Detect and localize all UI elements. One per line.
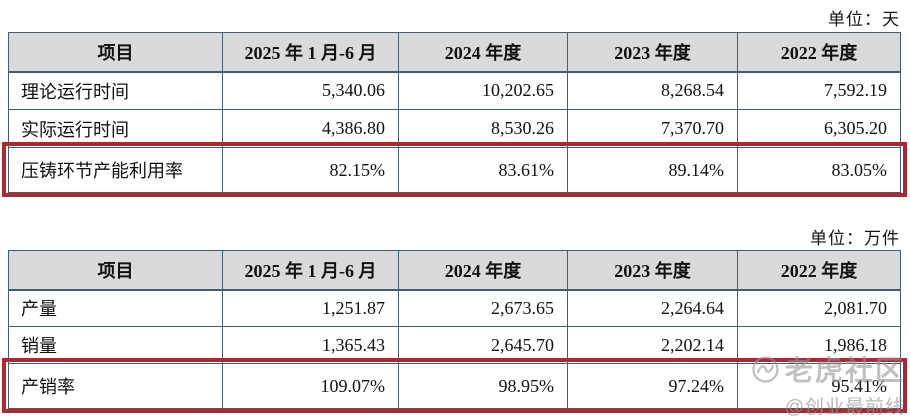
value-cell: 97.24% xyxy=(567,363,738,409)
row-label: 产销率 xyxy=(8,363,223,409)
value-cell: 98.95% xyxy=(398,363,568,409)
column-header-2022: 2022 年度 xyxy=(737,250,901,291)
value-cell: 83.05% xyxy=(737,147,901,193)
column-header-2023: 2023 年度 xyxy=(567,32,738,73)
value-cell: 2,202.14 xyxy=(567,326,738,364)
table-header-row: 项目 2025 年 1 月-6 月 2024 年度 2023 年度 2022 年… xyxy=(8,32,901,73)
row-label: 销量 xyxy=(8,326,223,364)
row-label: 产量 xyxy=(8,289,223,327)
row-label: 压铸环节产能利用率 xyxy=(8,147,223,193)
value-cell: 83.61% xyxy=(398,147,568,193)
value-cell: 109.07% xyxy=(222,363,399,409)
value-cell: 1,365.43 xyxy=(222,326,399,364)
value-cell: 2,081.70 xyxy=(737,289,901,327)
value-cell: 7,592.19 xyxy=(737,71,901,110)
table-row-actual-runtime: 实际运行时间 4,386.80 8,530.26 7,370.70 6,305.… xyxy=(8,109,901,148)
table-row-theoretical-runtime: 理论运行时间 5,340.06 10,202.65 8,268.54 7,592… xyxy=(8,71,901,110)
value-cell: 6,305.20 xyxy=(737,109,901,148)
value-cell: 2,264.64 xyxy=(567,289,738,327)
table-header-row: 项目 2025 年 1 月-6 月 2024 年度 2023 年度 2022 年… xyxy=(8,250,901,291)
value-cell: 82.15% xyxy=(222,147,399,193)
value-cell: 1,251.87 xyxy=(222,289,399,327)
value-cell: 7,370.70 xyxy=(567,109,738,148)
value-cell: 2,645.70 xyxy=(398,326,568,364)
table-row-production-volume: 产量 1,251.87 2,673.65 2,264.64 2,081.70 xyxy=(8,289,901,327)
column-header-2025h1: 2025 年 1 月-6 月 xyxy=(222,32,399,73)
column-header-item: 项目 xyxy=(8,250,223,291)
table-row-sales-volume: 销量 1,365.43 2,645.70 2,202.14 1,986.18 xyxy=(8,326,901,364)
table-row-capacity-utilization: 压铸环节产能利用率 82.15% 83.61% 89.14% 83.05% xyxy=(8,147,901,193)
unit-label-pieces: 单位：万件 xyxy=(810,229,900,248)
value-cell: 1,986.18 xyxy=(737,326,901,364)
row-label: 理论运行时间 xyxy=(8,71,223,110)
value-cell: 4,386.80 xyxy=(222,109,399,148)
value-cell: 8,530.26 xyxy=(398,109,568,148)
value-cell: 8,268.54 xyxy=(567,71,738,110)
value-cell: 95.41% xyxy=(737,363,901,409)
production-sales-table: 项目 2025 年 1 月-6 月 2024 年度 2023 年度 2022 年… xyxy=(8,250,901,409)
column-header-2024: 2024 年度 xyxy=(398,32,568,73)
column-header-2023: 2023 年度 xyxy=(567,250,738,291)
column-header-item: 项目 xyxy=(8,32,223,73)
value-cell: 5,340.06 xyxy=(222,71,399,110)
capacity-utilization-table: 项目 2025 年 1 月-6 月 2024 年度 2023 年度 2022 年… xyxy=(8,32,901,193)
table-row-production-sales-ratio: 产销率 109.07% 98.95% 97.24% 95.41% xyxy=(8,363,901,409)
column-header-2024: 2024 年度 xyxy=(398,250,568,291)
row-label: 实际运行时间 xyxy=(8,109,223,148)
value-cell: 2,673.65 xyxy=(398,289,568,327)
value-cell: 10,202.65 xyxy=(398,71,568,110)
column-header-2025h1: 2025 年 1 月-6 月 xyxy=(222,250,399,291)
column-header-2022: 2022 年度 xyxy=(737,32,901,73)
value-cell: 89.14% xyxy=(567,147,738,193)
unit-label-days: 单位：天 xyxy=(828,10,900,29)
